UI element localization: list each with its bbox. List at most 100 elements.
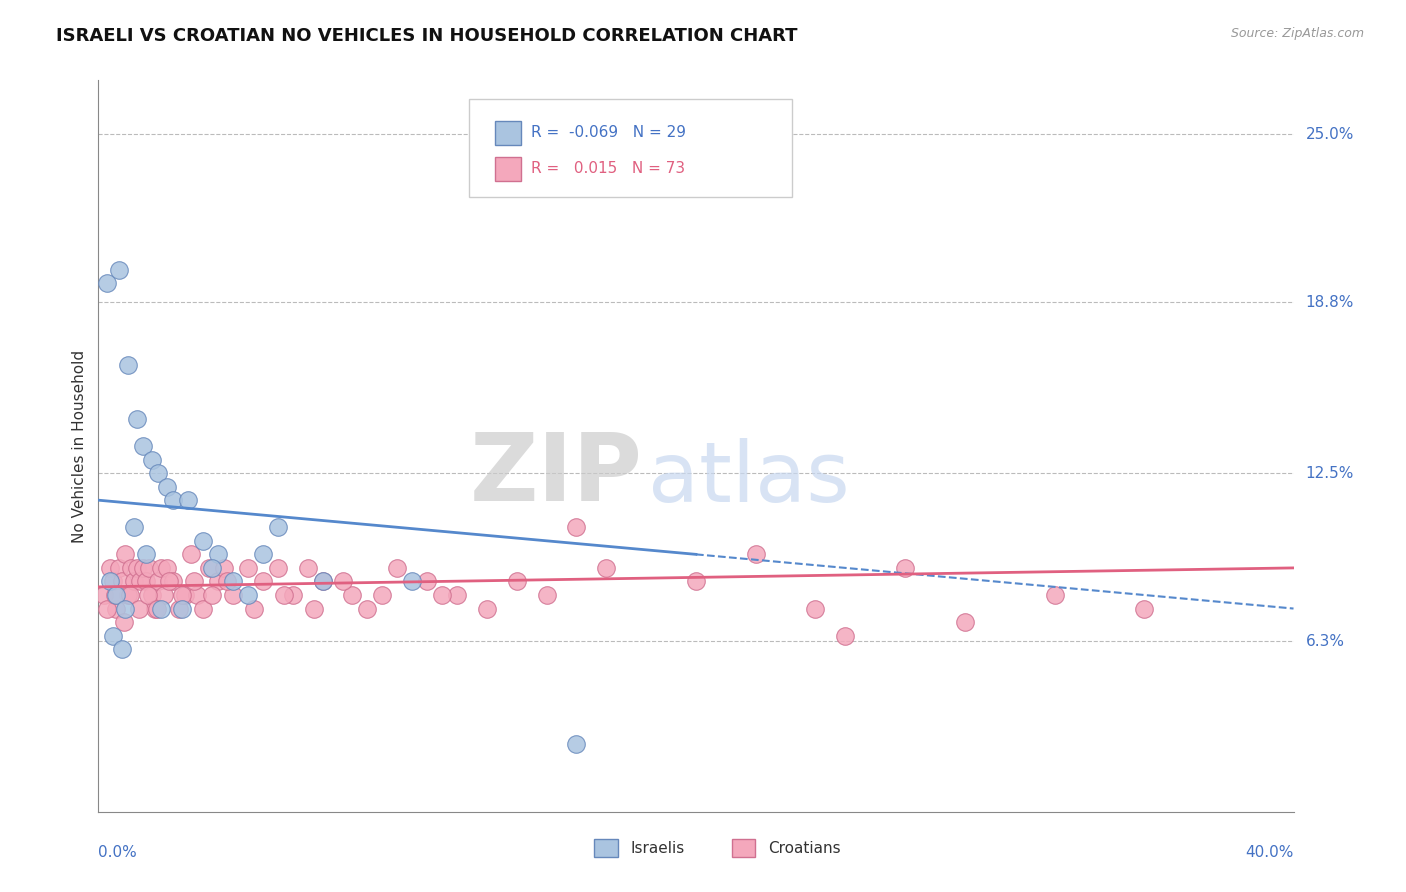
Bar <box>495 121 522 145</box>
Text: 18.8%: 18.8% <box>1306 295 1354 310</box>
Text: Israelis: Israelis <box>630 841 685 855</box>
Text: 40.0%: 40.0% <box>1246 845 1294 860</box>
Point <box>108 263 131 277</box>
Point <box>143 601 166 615</box>
Point <box>446 588 468 602</box>
Bar <box>733 838 755 857</box>
Point <box>252 574 274 589</box>
Point <box>114 601 136 615</box>
Point <box>198 561 221 575</box>
Point <box>150 561 173 575</box>
Point <box>401 574 423 589</box>
Text: Croatians: Croatians <box>768 841 841 855</box>
Point <box>212 561 235 575</box>
Bar <box>495 157 522 181</box>
Point <box>127 561 149 575</box>
Point <box>215 574 238 589</box>
Point <box>114 547 136 561</box>
Point <box>273 588 295 602</box>
Point <box>342 588 364 602</box>
Point <box>167 601 190 615</box>
Point <box>96 277 118 291</box>
Point <box>132 561 155 575</box>
Point <box>894 561 917 575</box>
Point <box>157 574 180 589</box>
Point <box>207 574 229 589</box>
Point <box>104 588 127 602</box>
Point <box>112 615 135 629</box>
Point <box>186 588 208 602</box>
Point <box>506 574 529 589</box>
Point <box>252 547 274 561</box>
Point <box>745 547 768 561</box>
Point <box>162 574 184 589</box>
Point <box>236 588 259 602</box>
Point <box>162 493 184 508</box>
Point <box>475 601 498 615</box>
Point <box>145 601 167 615</box>
Point <box>117 358 139 372</box>
Point <box>108 561 131 575</box>
Bar <box>595 838 619 857</box>
Point <box>153 588 176 602</box>
Point <box>201 561 224 575</box>
Point <box>236 561 259 575</box>
Point <box>191 601 214 615</box>
Point <box>105 601 128 615</box>
Point <box>430 588 453 602</box>
Point <box>177 493 200 508</box>
Point <box>222 588 245 602</box>
Point <box>1043 588 1066 602</box>
Point <box>135 547 157 561</box>
Point <box>311 574 333 589</box>
Point <box>117 588 139 602</box>
Point <box>174 588 197 602</box>
Point <box>141 588 163 602</box>
Point <box>371 588 394 602</box>
Point <box>281 588 304 602</box>
Point <box>103 574 125 589</box>
Point <box>124 574 146 589</box>
Point <box>172 588 194 602</box>
Y-axis label: No Vehicles in Household: No Vehicles in Household <box>72 350 87 542</box>
Point <box>595 561 617 575</box>
Point <box>132 439 155 453</box>
Text: 25.0%: 25.0% <box>1306 127 1354 142</box>
Point <box>180 547 202 561</box>
Text: Source: ZipAtlas.com: Source: ZipAtlas.com <box>1230 27 1364 40</box>
Point <box>311 574 333 589</box>
Point <box>111 642 134 657</box>
Point <box>302 601 325 615</box>
Point <box>536 588 558 602</box>
Text: 6.3%: 6.3% <box>1306 633 1344 648</box>
Point <box>135 574 157 589</box>
Point <box>416 574 439 589</box>
Point <box>297 561 319 575</box>
Point <box>111 574 134 589</box>
Point <box>356 601 378 615</box>
Point <box>834 629 856 643</box>
Text: R =  -0.069   N = 29: R = -0.069 N = 29 <box>531 125 686 140</box>
Point <box>148 574 170 589</box>
Point <box>332 574 354 589</box>
Point <box>124 520 146 534</box>
Point <box>953 615 976 629</box>
Point <box>98 561 122 575</box>
Point <box>172 601 194 615</box>
Point <box>150 601 173 615</box>
Point <box>267 561 290 575</box>
Point <box>136 588 159 602</box>
Text: 12.5%: 12.5% <box>1306 466 1354 481</box>
Text: 0.0%: 0.0% <box>98 845 138 860</box>
Point <box>191 533 214 548</box>
Point <box>222 574 245 589</box>
Point <box>207 547 229 561</box>
Point <box>156 561 179 575</box>
Point <box>93 588 115 602</box>
Point <box>129 574 152 589</box>
Point <box>243 601 266 615</box>
Point <box>98 574 122 589</box>
Point <box>138 561 160 575</box>
Point <box>120 561 142 575</box>
Text: R =   0.015   N = 73: R = 0.015 N = 73 <box>531 161 685 177</box>
